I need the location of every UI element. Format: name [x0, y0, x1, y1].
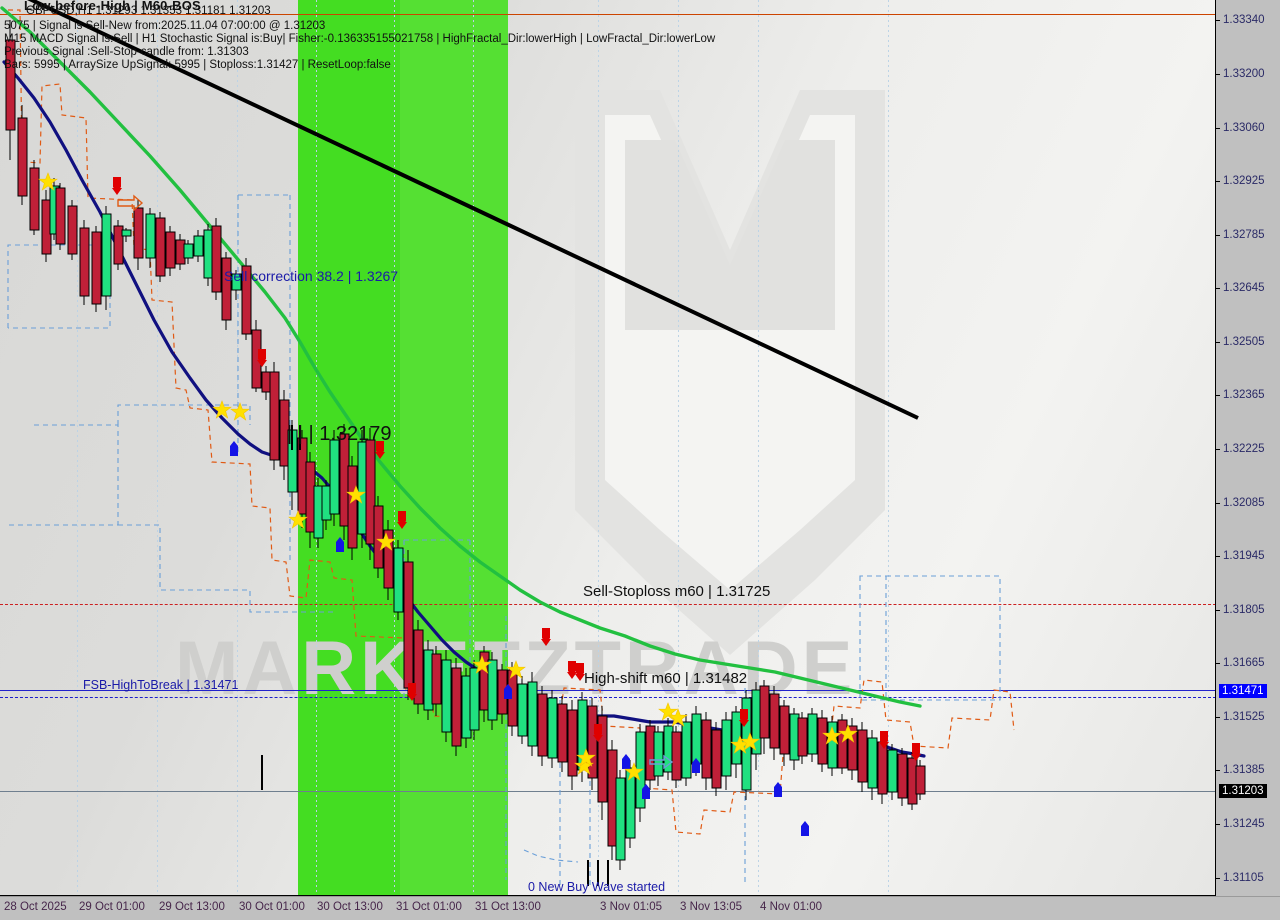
- price-tick-label: 1.32365: [1223, 389, 1265, 401]
- grid-vertical: [678, 0, 679, 896]
- sell-arrow-markers: [112, 177, 921, 761]
- last-price-tag: 1.31203: [1219, 784, 1267, 798]
- hollow-arrow-markers: [117, 194, 144, 212]
- price-tick: 1.33200: [1216, 68, 1280, 81]
- price-tick: 1.32085: [1216, 497, 1280, 510]
- price-tick: 1.33340: [1216, 14, 1280, 27]
- grid-vertical: [77, 0, 78, 896]
- price-tick: 1.32505: [1216, 336, 1280, 349]
- info-row-macd: M15 MACD Signal is:Sell | H1 Stochastic …: [4, 33, 716, 45]
- sell-correction-label: Sell correction 38.2 | 1.3267: [224, 268, 399, 284]
- high-shift-label: High-shift m60 | 1.31482: [584, 670, 748, 687]
- price-tick-label: 1.31105: [1223, 872, 1264, 884]
- price-tick-label: 1.31665: [1223, 657, 1265, 669]
- price-tick-label: 1.32505: [1223, 336, 1265, 348]
- price-tick: 1.32365: [1216, 389, 1280, 402]
- time-tick-label: 3 Nov 13:05: [680, 901, 743, 913]
- symbol-ohlc-line: GBPUSD,H1 1.31293 1.31353 1.31181 1.3120…: [26, 5, 271, 17]
- time-tick-label: 29 Oct 01:00: [79, 901, 145, 913]
- price-tick: 1.31805: [1216, 604, 1280, 617]
- price-tick: 1.31245: [1216, 818, 1280, 831]
- time-tick-label: 30 Oct 01:00: [239, 901, 305, 913]
- price-tick: 1.33060: [1216, 122, 1280, 135]
- new-buy-wave-label: 0 New Buy Wave started: [528, 880, 666, 894]
- grid-vertical: [758, 0, 759, 896]
- hollow-arrow-markers-blue: [649, 754, 674, 770]
- chart-plot-area[interactable]: MARKETZTRADE: [0, 0, 1216, 896]
- fractal-channel-upper: [8, 9, 1015, 835]
- time-tick-label: 30 Oct 13:00: [317, 901, 383, 913]
- indicator-title: Low-before-High | M60-BOS: [24, 0, 201, 13]
- price-tick-label: 1.32225: [1223, 443, 1265, 455]
- grid-vertical: [157, 0, 158, 896]
- price-tick-label: 1.33060: [1223, 122, 1265, 134]
- buy-session-zone-bright: [298, 0, 400, 896]
- info-row-previous: Previous Signal :Sell-Stop-candle from: …: [4, 46, 249, 58]
- price-tick-label: 1.32085: [1223, 497, 1265, 509]
- time-tick-label: 4 Nov 01:00: [760, 901, 823, 913]
- plot-border: [0, 0, 1216, 896]
- price-tick-label: 1.31525: [1223, 711, 1265, 723]
- grid-vertical: [316, 0, 317, 896]
- price-tick-label: 1.31945: [1223, 550, 1265, 562]
- price-tick: 1.32225: [1216, 443, 1280, 456]
- grid-vertical: [394, 0, 395, 896]
- price-tick: 1.32785: [1216, 229, 1280, 242]
- price-tick-label: 1.31805: [1223, 604, 1265, 616]
- time-tick-label: 31 Oct 13:00: [475, 901, 541, 913]
- bid-price-tag: 1.31471: [1219, 684, 1267, 698]
- info-row-signal: 5075 | Signal is Sell-New from:2025.11.0…: [4, 20, 326, 32]
- price-tick: 1.31105: [1216, 872, 1280, 885]
- chart-drawing-layer: [0, 0, 1015, 886]
- grid-vertical: [237, 0, 238, 896]
- price-tick-label: 1.33200: [1223, 68, 1265, 80]
- grid-vertical: [473, 0, 474, 896]
- price-tag-label: | | | 1.32179: [287, 423, 392, 445]
- time-tick-label: 3 Nov 01:05: [600, 901, 663, 913]
- price-tick-label: 1.32645: [1223, 282, 1265, 294]
- price-tick: 1.32925: [1216, 175, 1280, 188]
- price-tick: 1.31945: [1216, 550, 1280, 563]
- sell-stoploss-level: [0, 604, 1216, 605]
- time-tick-label: 29 Oct 13:00: [159, 901, 225, 913]
- price-tick: 1.31525: [1216, 711, 1280, 724]
- time-tick-label: 31 Oct 01:00: [396, 901, 462, 913]
- price-tick: 1.31385: [1216, 764, 1280, 777]
- price-axis[interactable]: 1.33340 1.33200 1.33060 1.32925 1.32785 …: [1216, 0, 1280, 896]
- price-tick-label: 1.31385: [1223, 764, 1265, 776]
- price-tick-label: 1.32925: [1223, 175, 1265, 187]
- grid-vertical: [598, 0, 599, 896]
- price-tick: 1.31665: [1216, 657, 1280, 670]
- last-price-level: [0, 791, 1216, 792]
- fsb-hightobreak-label: FSB-HighToBreak | 1.31471: [83, 678, 239, 692]
- grid-vertical: [888, 0, 889, 896]
- buy-session-zone-mid: [400, 0, 508, 896]
- price-tick: 1.32645: [1216, 282, 1280, 295]
- price-tick-label: 1.32785: [1223, 229, 1265, 241]
- brand-watermark: MARKETZTRADE: [175, 626, 857, 711]
- fsb-hightobreak-level: [0, 697, 1216, 698]
- info-row-bars: Bars: 5995 | ArraySize UpSignal: 5995 | …: [4, 59, 391, 71]
- price-tick-label: 1.33340: [1223, 14, 1265, 26]
- time-tick-label: 28 Oct 2025: [4, 901, 67, 913]
- time-axis[interactable]: 28 Oct 2025 29 Oct 01:00 29 Oct 13:00 30…: [0, 896, 1280, 920]
- sell-stoploss-label: Sell-Stoploss m60 | 1.31725: [583, 583, 771, 600]
- price-tick-label: 1.31245: [1223, 818, 1265, 830]
